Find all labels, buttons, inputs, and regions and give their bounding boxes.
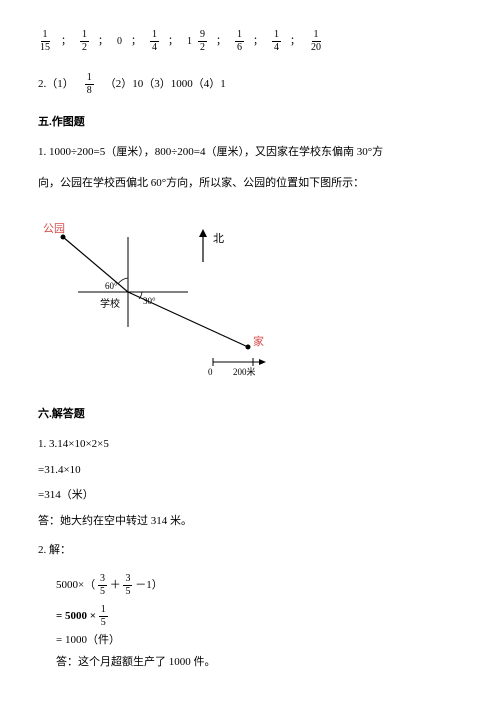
section5-l1: 1. 1000÷200=5（厘米），800÷200=4（厘米），又因家在学校东偏… (38, 144, 462, 162)
q2-rest: （2）10（3）1000（4）1 (105, 78, 226, 90)
s6-p1-ans: 答：她大约在空中转过 314 米。 (38, 513, 462, 531)
section6-header: 六.解答题 (38, 406, 462, 424)
frac-1: 115 (38, 30, 52, 53)
label-school: 学校 (100, 297, 120, 310)
sep: ； (61, 34, 71, 50)
sep: ； (168, 34, 178, 50)
label-park: 公园 (43, 222, 65, 235)
s6-p2-head: 2. 解： (38, 542, 462, 560)
label-scale0: 0 (208, 367, 213, 377)
diagram-svg: 北 公园 家 60° 30° 学校 0 200米 (38, 207, 298, 382)
frac-7: 120 (309, 30, 323, 53)
s6-p2-result: = 1000（件） (56, 632, 462, 650)
q2-line: 2.（1） 18 （2）10（3）1000（4）1 (38, 73, 462, 96)
section5-header: 五.作图题 (38, 114, 462, 132)
q2-prefix: 2.（1） (38, 78, 74, 90)
eq-prefix: = 5000 × (56, 610, 96, 622)
label-north: 北 (213, 232, 224, 245)
frac-6: 14 (272, 30, 281, 53)
s6-p1-l2: =31.4×10 (38, 462, 462, 480)
frac-4: 92 (198, 30, 207, 53)
label-home: 家 (253, 334, 264, 348)
frac-2: 12 (80, 30, 89, 53)
section5-l2: 向，公园在学校西偏北 60°方向，所以家、公园的位置如下图所示： (38, 175, 462, 193)
label-angle30: 30° (143, 296, 156, 306)
frac-5: 16 (235, 30, 244, 53)
frac-3: 14 (150, 30, 159, 53)
expr-suffix: －1） (135, 579, 163, 591)
q2-frac: 18 (85, 73, 94, 96)
s6-p1-l3: =314（米） (38, 487, 462, 505)
frac-c: 15 (99, 605, 108, 628)
label-angle60: 60° (105, 281, 118, 291)
s6-p2-expr: 5000×（ 35 ＋ 35 －1） (56, 574, 462, 597)
sep: ； (131, 34, 141, 50)
label-scale200: 200米 (233, 366, 256, 377)
sep: ； (253, 34, 263, 50)
sep: ； (290, 34, 300, 50)
sep: ； (98, 34, 108, 50)
frac-a: 35 (98, 574, 107, 597)
frac-b: 35 (123, 574, 132, 597)
sep: ； (216, 34, 226, 50)
fractions-row: 115 ； 12 ； 0 ； 14 ； 1 92 ； 16 ； 14 ； 120 (38, 30, 462, 53)
diagram: 北 公园 家 60° 30° 学校 0 200米 (38, 207, 462, 389)
s6-p2-eq: = 5000 × 15 (56, 605, 462, 628)
val-1: 1 (187, 34, 192, 50)
expr-prefix: 5000×（ (56, 579, 95, 591)
s6-p1-l1: 1. 3.14×10×2×5 (38, 436, 462, 454)
plus: ＋ (110, 579, 121, 591)
val-0: 0 (117, 34, 122, 50)
s6-p2-ans: 答：这个月超额生产了 1000 件。 (56, 654, 462, 672)
